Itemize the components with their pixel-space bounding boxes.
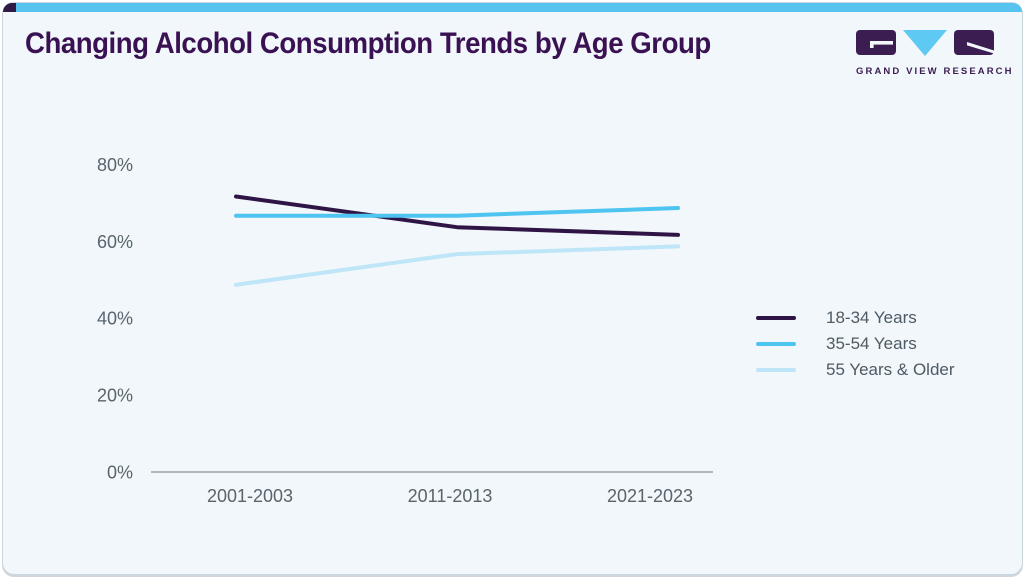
- legend-item: 35-54 Years: [756, 334, 955, 353]
- legend-swatch: [756, 316, 796, 320]
- brand-logo-mark: [856, 30, 994, 56]
- series-line: [234, 244, 680, 287]
- consumption-line-chart: 0% 20% 40% 60% 80% 2001-2003 2011-2013 2021-202…: [93, 133, 743, 523]
- x-tick-label: 2011-2013: [408, 486, 493, 506]
- logo-v-triangle: [903, 30, 947, 56]
- y-tick-label: 40%: [97, 309, 133, 329]
- legend-item: 55 Years & Older: [756, 360, 955, 379]
- x-tick-label: 2001-2003: [207, 486, 293, 506]
- series-line: [234, 206, 680, 218]
- x-tick-label: 2021-2023: [607, 486, 693, 506]
- y-tick-label: 0%: [107, 462, 133, 482]
- legend-swatch: [756, 368, 796, 372]
- chart-canvas: 0% 20% 40% 60% 80% 2001-2003 2011-2013 2021-202…: [97, 155, 713, 506]
- legend-swatch: [756, 342, 796, 346]
- brand-logo-text: GRAND VIEW RESEARCH: [856, 66, 1014, 77]
- page-title: Changing Alcohol Consumption Trends by A…: [25, 27, 711, 60]
- accent-topbar: [3, 3, 1022, 12]
- y-tick-label: 60%: [97, 232, 133, 252]
- series-line: [234, 194, 680, 237]
- legend-item: 18-34 Years: [756, 308, 955, 327]
- chart-legend: 18-34 Years 35-54 Years 55 Years & Older: [756, 308, 955, 379]
- legend-label: 18-34 Years: [826, 308, 917, 327]
- y-tick-label: 80%: [97, 155, 133, 175]
- brand-logo: GRAND VIEW RESEARCH: [856, 28, 1014, 77]
- legend-label: 55 Years & Older: [826, 360, 955, 379]
- y-tick-label: 20%: [97, 385, 133, 405]
- legend-label: 35-54 Years: [826, 334, 917, 353]
